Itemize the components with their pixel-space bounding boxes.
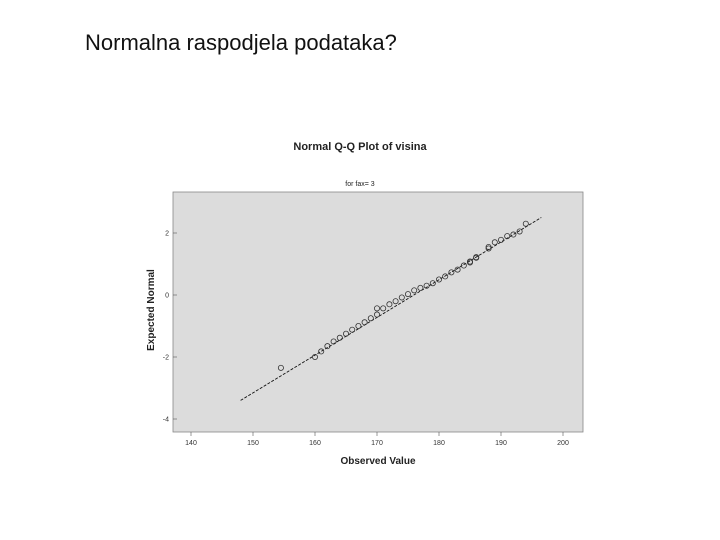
data-point xyxy=(398,294,405,301)
y-tick-label: 2 xyxy=(165,231,169,238)
x-tick-label: 160 xyxy=(309,440,321,447)
data-point xyxy=(504,233,511,240)
data-point xyxy=(429,280,436,287)
data-point xyxy=(311,353,318,360)
slide-title: Normalna raspodjela podataka? xyxy=(85,30,397,55)
data-point xyxy=(411,287,418,294)
x-tick-label: 140 xyxy=(185,440,197,447)
data-point xyxy=(522,220,529,227)
data-point xyxy=(454,266,461,273)
data-point xyxy=(466,258,473,265)
data-point xyxy=(367,315,374,322)
data-point xyxy=(330,338,337,345)
data-point xyxy=(448,269,455,276)
chart-subtitle: for fax= 3 xyxy=(345,181,374,188)
data-point xyxy=(516,228,523,235)
x-axis-ticks: 140 150 160 170 180 190 200 xyxy=(185,432,569,447)
y-axis-ticks: -4 -2 0 2 xyxy=(163,231,177,424)
data-point xyxy=(386,301,393,308)
data-point xyxy=(361,319,368,326)
data-point xyxy=(373,305,380,312)
data-point xyxy=(349,326,356,333)
y-tick-label: -2 xyxy=(163,355,169,362)
data-point xyxy=(318,348,325,355)
data-point xyxy=(355,322,362,329)
data-point xyxy=(473,254,480,261)
data-point xyxy=(485,245,492,252)
data-point xyxy=(380,305,387,312)
data-point xyxy=(392,298,399,305)
data-point xyxy=(423,282,430,289)
x-tick-label: 170 xyxy=(371,440,383,447)
y-tick-label: 0 xyxy=(165,293,169,300)
data-point xyxy=(404,291,411,298)
x-tick-label: 190 xyxy=(495,440,507,447)
data-point xyxy=(485,243,492,250)
data-point xyxy=(442,273,449,280)
x-tick-label: 180 xyxy=(433,440,445,447)
x-tick-label: 200 xyxy=(557,440,569,447)
data-point xyxy=(460,262,467,269)
data-point xyxy=(336,334,343,341)
data-points xyxy=(277,220,529,371)
data-point xyxy=(277,364,284,371)
x-axis-label: Observed Value xyxy=(340,456,415,467)
data-point xyxy=(497,236,504,243)
data-point xyxy=(342,330,349,337)
y-tick-label: -4 xyxy=(163,417,169,424)
data-point xyxy=(373,311,380,318)
data-point xyxy=(510,231,517,238)
data-point xyxy=(324,343,331,350)
chart-title: Normal Q-Q Plot of visina xyxy=(293,141,427,153)
y-axis-label: Expected Normal xyxy=(146,269,157,351)
data-point xyxy=(435,276,442,283)
data-point xyxy=(417,284,424,291)
data-point xyxy=(491,239,498,246)
x-tick-label: 150 xyxy=(247,440,259,447)
